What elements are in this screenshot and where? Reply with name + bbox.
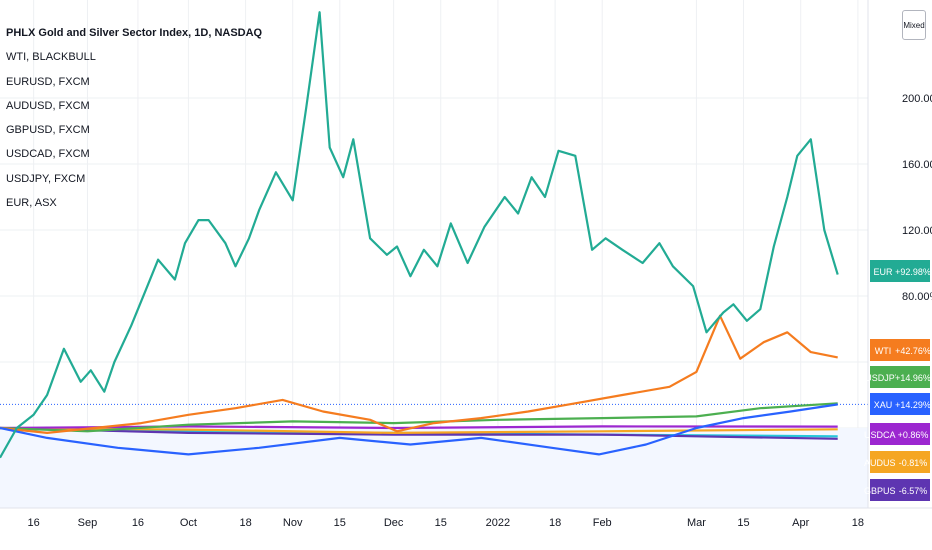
series-lines bbox=[0, 11, 868, 459]
x-tick-label: 15 bbox=[334, 517, 346, 529]
x-tick-label: Nov bbox=[283, 517, 303, 529]
price-tag-name-bg bbox=[870, 393, 896, 415]
price-tag-name-bg bbox=[870, 423, 896, 445]
price-tag-value: +92.98% bbox=[895, 267, 931, 277]
y-tick-label: 120.00% bbox=[902, 225, 932, 237]
price-tag-value-bg bbox=[896, 479, 930, 501]
y-tick-label: 80.00% bbox=[902, 291, 932, 303]
x-tick-label: 16 bbox=[28, 517, 40, 529]
price-tag-value-bg bbox=[896, 423, 930, 445]
price-tag-value: +14.96% bbox=[895, 373, 931, 383]
legend-item-usdcad[interactable]: USDCAD, FXCM bbox=[6, 148, 90, 161]
x-tick-label: 18 bbox=[549, 517, 561, 529]
x-tick-label: 18 bbox=[239, 517, 251, 529]
legend-item-audusd[interactable]: AUDUSD, FXCM bbox=[6, 99, 90, 112]
price-tag-value-bg bbox=[896, 366, 930, 388]
x-tick-label: Dec bbox=[384, 517, 404, 529]
price-tag-name: EUR bbox=[873, 267, 893, 277]
price-tag-name: WTI bbox=[875, 346, 892, 356]
legend-item-gbpusd[interactable]: GBPUSD, FXCM bbox=[6, 124, 90, 137]
chart-title: PHLX Gold and Silver Sector Index, 1D, N… bbox=[6, 27, 263, 39]
price-tag-value: -6.57% bbox=[899, 486, 928, 496]
x-axis: 16 Sep 16 Oct 18 Nov 15 Dec 15 2022 18 Feb Mar 15 Apr 1… bbox=[0, 507, 932, 529]
series-line-eur bbox=[0, 11, 839, 459]
price-tag-name-bg bbox=[870, 339, 896, 361]
price-tag-value-bg bbox=[896, 260, 930, 282]
price-tag-value-bg bbox=[896, 339, 930, 361]
grid bbox=[0, 0, 868, 508]
y-axis: 200.00% 160.00% 120.00% 80.00% bbox=[867, 0, 932, 508]
series-line-usdcad bbox=[0, 425, 838, 430]
price-tag-name: GBPUSD bbox=[864, 486, 903, 496]
price-tag-value: +0.86% bbox=[898, 430, 929, 440]
price-tag-name: XAU bbox=[874, 400, 893, 410]
x-tick-label: Sep bbox=[78, 517, 98, 529]
price-tag-value-bg bbox=[896, 451, 930, 473]
legend-item-eur[interactable]: EUR, ASX bbox=[6, 197, 57, 210]
price-tag-value: -0.81% bbox=[899, 458, 928, 468]
price-tag-value-bg bbox=[896, 393, 930, 415]
price-tag-name-bg bbox=[870, 479, 896, 501]
price-tag-value: +42.76% bbox=[895, 346, 931, 356]
price-tags: EUR +92.98% WTI +42.76% USDJPY+14.96% XAU +14.… bbox=[864, 260, 931, 501]
scale-mode-button[interactable]: Mixed bbox=[902, 10, 926, 40]
x-tick-label: 2022 bbox=[486, 517, 510, 529]
series-line-wti bbox=[0, 314, 838, 434]
price-tag-value: +14.29% bbox=[895, 400, 931, 410]
price-tag-name-bg bbox=[870, 260, 896, 282]
price-tag-name-bg bbox=[870, 451, 896, 473]
x-tick-label: 15 bbox=[737, 517, 749, 529]
x-tick-label: Feb bbox=[593, 517, 612, 529]
series-line-gbpusd bbox=[0, 426, 838, 440]
price-tag-name: USDJPY bbox=[865, 373, 901, 383]
baseline-area bbox=[0, 428, 868, 508]
price-tag-name-bg bbox=[870, 366, 896, 388]
series-line-xau bbox=[0, 403, 838, 456]
x-tick-label: 15 bbox=[435, 517, 447, 529]
x-tick-label: Oct bbox=[180, 517, 197, 529]
legend-item-eurusd[interactable]: EURUSD, FXCM bbox=[6, 75, 90, 88]
legend-item-wti[interactable]: WTI, BLACKBULL bbox=[6, 51, 96, 64]
x-tick-label: Apr bbox=[792, 517, 809, 529]
legend-item-usdjpy[interactable]: USDJPY, FXCM bbox=[6, 172, 86, 185]
legend: PHLX Gold and Silver Sector Index, 1D, N… bbox=[6, 21, 262, 215]
price-tag-name: USDCAD bbox=[864, 430, 903, 440]
x-tick-label: 18 bbox=[852, 517, 864, 529]
y-tick-label: 200.00% bbox=[902, 93, 932, 105]
price-tag-name: AUDUSD bbox=[864, 458, 903, 468]
x-tick-label: 16 bbox=[132, 517, 144, 529]
x-tick-label: Mar bbox=[687, 517, 706, 529]
y-tick-label: 160.00% bbox=[902, 159, 932, 171]
